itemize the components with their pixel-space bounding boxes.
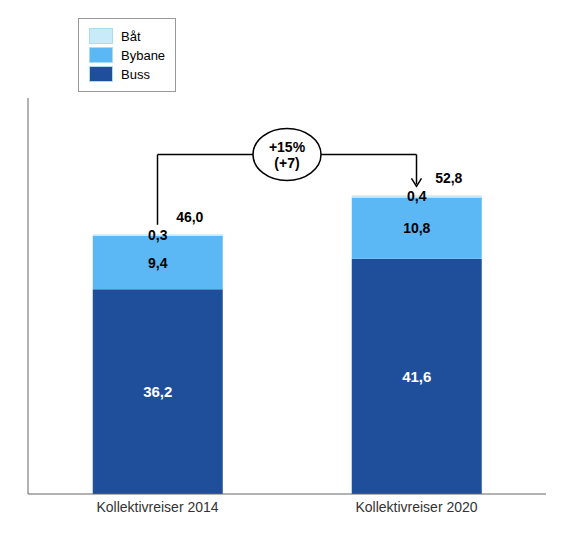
svg-text:Kollektivreiser 2014: Kollektivreiser 2014 bbox=[96, 499, 218, 515]
svg-text:0,3: 0,3 bbox=[148, 227, 168, 243]
svg-text:9,4: 9,4 bbox=[148, 255, 168, 271]
svg-text:(+7): (+7) bbox=[274, 155, 299, 171]
svg-text:Kollektivreiser 2020: Kollektivreiser 2020 bbox=[355, 499, 477, 515]
svg-text:+15%: +15% bbox=[269, 139, 306, 155]
html-text:Bybane: Bybane bbox=[121, 47, 166, 63]
svg-text:46,0: 46,0 bbox=[176, 209, 203, 225]
svg-text:41,6: 41,6 bbox=[402, 368, 431, 385]
svg-text:36,2: 36,2 bbox=[143, 383, 172, 400]
html-text:Båt: Båt bbox=[121, 28, 141, 44]
svg-text:52,8: 52,8 bbox=[435, 170, 462, 186]
html-text:Buss: Buss bbox=[121, 66, 150, 82]
svg-text:0,4: 0,4 bbox=[407, 188, 427, 204]
svg-text:10,8: 10,8 bbox=[403, 220, 430, 236]
